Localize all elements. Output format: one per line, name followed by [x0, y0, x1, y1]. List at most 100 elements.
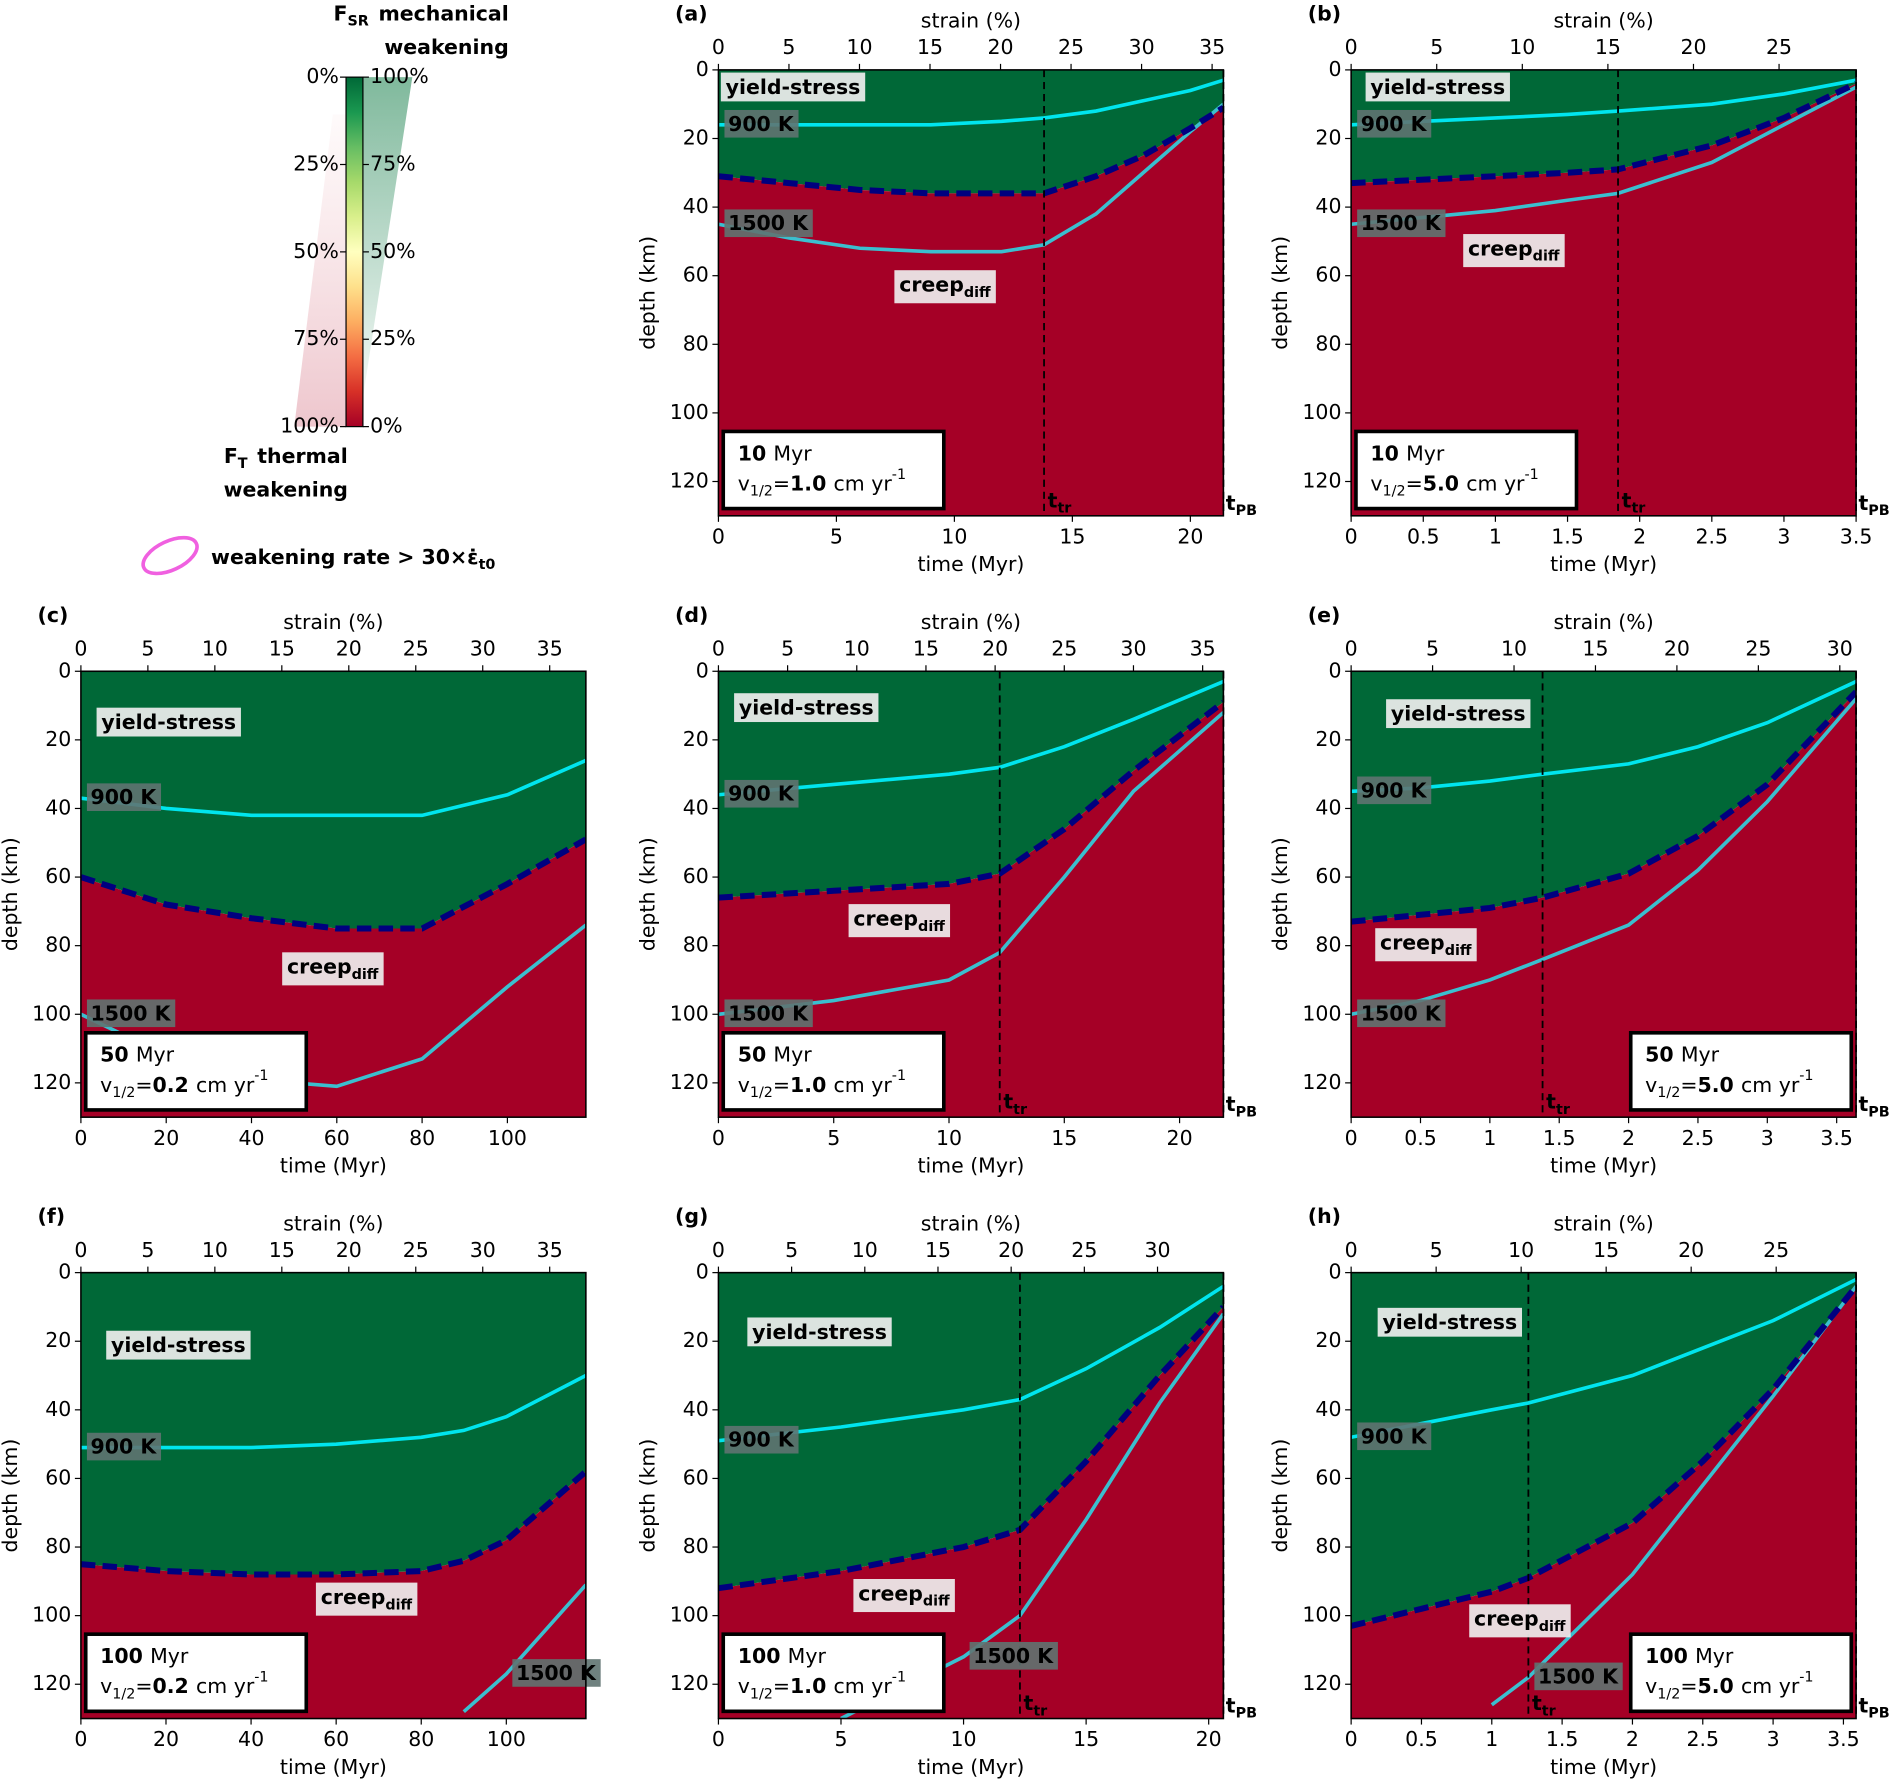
colorbar-tick-label: 100%	[370, 64, 429, 88]
yield-stress-boundary	[718, 699, 1224, 901]
y-tick-label: 100	[1302, 1603, 1341, 1627]
text-part: t	[1532, 1691, 1542, 1715]
text-part: t	[1546, 1090, 1556, 1114]
isotherm-label: 900 K	[728, 782, 795, 806]
x2-tick-label: 10	[202, 1238, 228, 1262]
x-tick-label: 1.5	[1551, 524, 1584, 548]
x2-tick-label: 0	[712, 637, 725, 661]
x-tick-label: 20	[1167, 1126, 1193, 1150]
y-tick-label: 20	[1315, 727, 1341, 751]
mechanical-title: weakening	[384, 35, 508, 59]
x-tick-label: 1	[1483, 1126, 1496, 1150]
info-velocity: v1/2=0.2 cm yr-1	[100, 1670, 268, 1703]
x-tick-label: 0.5	[1404, 1126, 1437, 1150]
t-pb-label: tPB	[1859, 1092, 1890, 1120]
text-part: diff	[1533, 249, 1560, 265]
creep-region	[1351, 83, 1857, 516]
x2-tick-label: 15	[1582, 637, 1608, 661]
region-label-box	[894, 270, 996, 304]
y-tick-label: 0	[58, 658, 71, 682]
y-axis-label: depth (km)	[636, 837, 660, 951]
x2-tick-label: 20	[336, 1238, 362, 1262]
x2-tick-label: 30	[470, 1238, 496, 1262]
region-label: yield-stress	[1382, 1310, 1517, 1334]
text-part: t	[1859, 1092, 1869, 1116]
isotherm-label-box	[1534, 1662, 1623, 1691]
text-part: tr	[1033, 1703, 1048, 1719]
y-tick-label: 100	[1302, 1001, 1341, 1025]
text-part: t	[1024, 1691, 1034, 1715]
info-box	[1628, 1031, 1854, 1112]
y-tick-label: 80	[683, 331, 709, 355]
y-tick-label: 0	[696, 1260, 709, 1284]
isotherm	[718, 102, 1224, 254]
x2-axis-label: strain (%)	[921, 9, 1021, 33]
text-part: v	[738, 471, 750, 495]
panel-label: (f)	[38, 1204, 66, 1228]
text-part: creep	[287, 955, 352, 979]
text-part: Myr	[1406, 441, 1445, 465]
x-tick-label: 0	[712, 1727, 725, 1751]
y-tick-label: 0	[696, 57, 709, 81]
text-part: 10	[1370, 441, 1398, 465]
t-pb-label: tPB	[1226, 491, 1257, 519]
x2-tick-label: 25	[1071, 1238, 1097, 1262]
text-part: diff	[923, 1594, 950, 1610]
text-part: t	[1226, 1693, 1236, 1717]
x-tick-label: 10	[951, 1727, 977, 1751]
x-tick-label: 0	[712, 524, 725, 548]
text-part: Myr	[1681, 1043, 1720, 1067]
y-tick-label: 60	[45, 864, 71, 888]
t-pb-label: tPB	[1859, 491, 1890, 519]
x2-tick-label: 0	[74, 637, 87, 661]
x-axis-label: time (Myr)	[917, 1755, 1024, 1779]
text-part: 100	[1645, 1644, 1688, 1668]
colorbar-tick-label: 50%	[293, 239, 339, 263]
y-tick-label: 40	[1315, 1397, 1341, 1421]
text-part: =	[773, 471, 790, 495]
isotherm-label-box	[724, 999, 813, 1028]
x-tick-label: 1	[1489, 524, 1502, 548]
x-tick-label: 5	[834, 1727, 847, 1751]
y-tick-label: 0	[1328, 1260, 1341, 1284]
x2-tick-label: 15	[269, 1238, 295, 1262]
text-part: -1	[254, 1670, 268, 1686]
y-tick-label: 80	[683, 1534, 709, 1558]
text-part: PB	[1868, 1104, 1889, 1120]
x-tick-label: 5	[830, 524, 843, 548]
x-axis-label: time (Myr)	[1550, 552, 1657, 576]
info-age: 100 Myr	[100, 1644, 189, 1668]
text-part: cm yr	[1466, 471, 1525, 495]
x-tick-label: 60	[324, 1126, 350, 1150]
x-tick-label: 2	[1622, 1126, 1635, 1150]
x2-tick-label: 15	[269, 637, 295, 661]
axes-frame	[80, 1271, 587, 1720]
x-tick-label: 0	[712, 1126, 725, 1150]
y-tick-label: 0	[1328, 658, 1341, 682]
x2-axis-label: strain (%)	[1553, 610, 1653, 634]
y-tick-label: 40	[45, 795, 71, 819]
y-tick-label: 60	[683, 263, 709, 287]
y-tick-label: 60	[683, 1465, 709, 1489]
y-tick-label: 40	[683, 194, 709, 218]
y-tick-label: 20	[45, 727, 71, 751]
y-tick-label: 40	[1315, 795, 1341, 819]
region-label: creepdiff	[853, 907, 945, 935]
axes-frame	[80, 670, 587, 1118]
text-part: F	[224, 444, 238, 468]
text-part: Myr	[136, 1043, 175, 1067]
y-tick-label: 60	[45, 1465, 71, 1489]
x2-axis-label: strain (%)	[1553, 9, 1653, 33]
y-tick-label: 0	[1328, 57, 1341, 81]
yield-stress-region	[1351, 1272, 1857, 1626]
isotherm-label-box	[86, 1432, 162, 1461]
text-part: 1/2	[112, 1085, 135, 1101]
x-tick-label: 40	[238, 1727, 264, 1751]
info-box	[721, 1632, 946, 1714]
x-tick-label: 2.5	[1682, 1126, 1715, 1150]
text-part: v	[100, 1073, 112, 1097]
